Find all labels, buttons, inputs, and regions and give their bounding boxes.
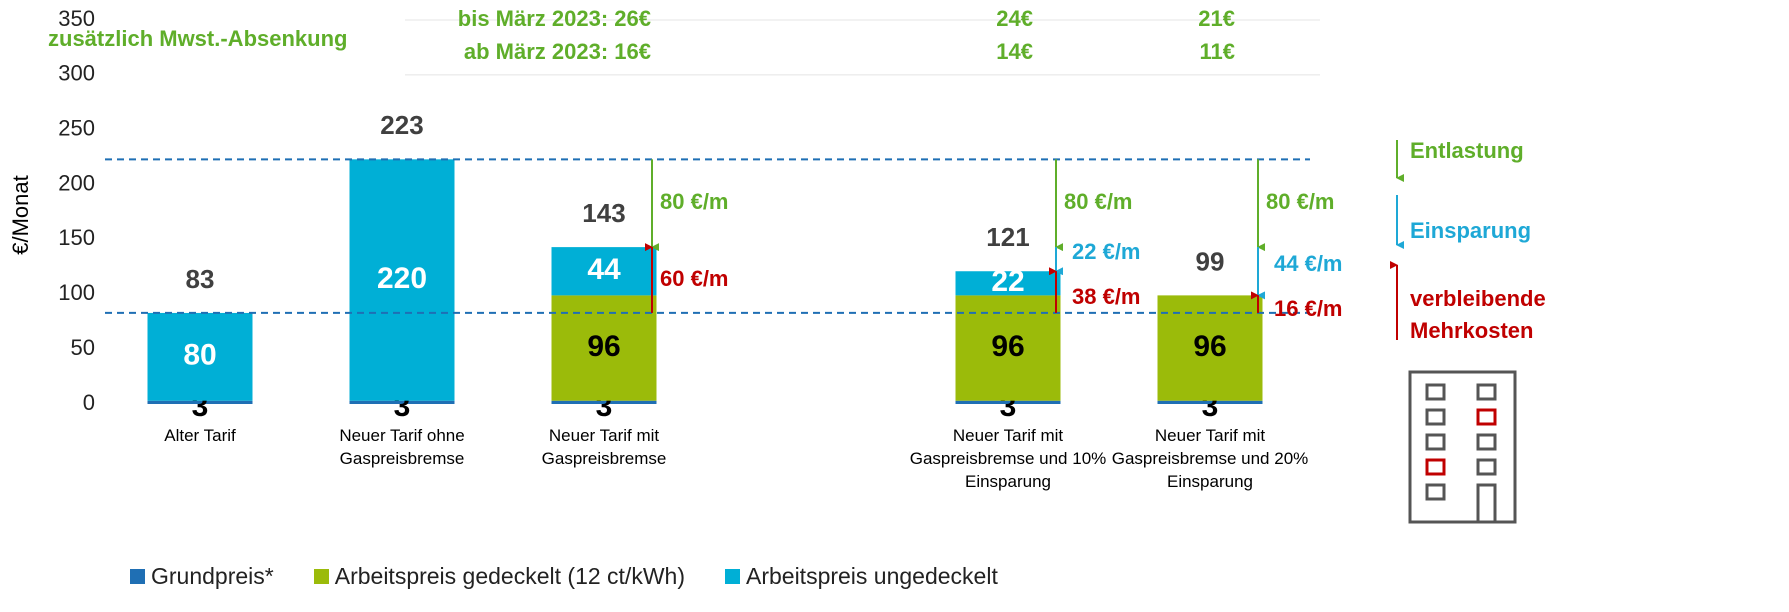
vat-note: ab März 2023: 16€: [464, 39, 651, 64]
total-label: 143: [582, 198, 625, 228]
bar-segment: [349, 159, 455, 401]
vat-note: 24€: [996, 6, 1033, 31]
bar-segment: [1157, 400, 1263, 404]
x-tick-label: Neuer Tarif mit Gaspreisbremse und 10% E…: [909, 426, 1107, 491]
bar-segment: [349, 400, 455, 404]
x-tick-label: Neuer Tarif mit Gaspreisbremse und 20% E…: [1111, 426, 1309, 491]
legend-item: Grundpreis*: [130, 563, 274, 590]
saving-label: 22 €/m: [1072, 239, 1141, 264]
saving-label: 44 €/m: [1274, 251, 1343, 276]
extra-cost-label: 38 €/m: [1072, 284, 1141, 309]
bar-segment: [955, 271, 1061, 296]
bar-segment: [147, 312, 253, 401]
data-label: 96: [587, 330, 620, 363]
vat-note: 21€: [1198, 6, 1235, 31]
legend-label: Arbeitspreis ungedeckelt: [745, 563, 998, 589]
legend-swatch: [130, 569, 145, 584]
legend: Grundpreis* Arbeitspreis gedeckelt (12 ct…: [130, 563, 1038, 590]
y-tick-label: 100: [58, 280, 95, 305]
legend-swatch: [313, 569, 329, 584]
data-label: 80: [183, 339, 216, 372]
bar-segment: [551, 247, 657, 296]
total-label: 121: [986, 222, 1029, 252]
legend-label: Arbeitspreis gedeckelt (12 ct/kWh): [334, 563, 685, 589]
legend-item: Arbeitspreis ungedeckelt: [724, 563, 998, 590]
relief-label: 80 €/m: [660, 189, 729, 214]
vat-note: 11€: [1200, 39, 1236, 64]
total-label: 99: [1196, 246, 1225, 276]
data-label: 44: [587, 253, 621, 286]
y-tick-label: 300: [58, 61, 95, 86]
arrow-legend-label: verbleibende Mehrkosten: [1410, 286, 1546, 343]
extra-cost-label: 60 €/m: [660, 266, 729, 291]
y-axis-label: €/Monat: [8, 175, 33, 255]
data-label: 220: [377, 262, 427, 295]
legend-label: Grundpreis*: [151, 563, 274, 589]
x-tick-label: Neuer Tarif ohne Gaspreisbremse: [339, 426, 465, 468]
total-label: 223: [380, 110, 423, 140]
data-label: 22: [991, 265, 1024, 298]
legend-item: Arbeitspreis gedeckelt (12 ct/kWh): [313, 563, 685, 590]
bar-segment: [955, 400, 1061, 404]
total-label: 83: [186, 264, 215, 294]
arrow-legend-label: Entlastung: [1410, 138, 1524, 163]
y-tick-label: 250: [58, 116, 95, 141]
data-label: 96: [991, 330, 1024, 363]
arrow-legend-label: Einsparung: [1410, 218, 1531, 243]
y-tick-label: 150: [58, 225, 95, 250]
bar-segment: [147, 400, 253, 404]
vat-title: zusätzlich Mwst.-Absenkung: [48, 26, 347, 51]
y-tick-label: 350: [58, 6, 95, 31]
relief-label: 80 €/m: [1266, 189, 1335, 214]
x-tick-label: Neuer Tarif mit Gaspreisbremse: [541, 426, 667, 468]
y-tick-label: 200: [58, 170, 95, 195]
vat-note: 14€: [996, 39, 1033, 64]
relief-label: 80 €/m: [1064, 189, 1133, 214]
legend-swatch: [724, 569, 740, 584]
x-tick-label: Alter Tarif: [164, 426, 236, 445]
extra-cost-label: 16 €/m: [1274, 296, 1343, 321]
y-tick-label: 0: [83, 390, 95, 415]
vat-note: bis März 2023: 26€: [458, 6, 651, 31]
y-tick-label: 50: [71, 335, 95, 360]
data-label: 96: [1193, 330, 1226, 363]
bar-segment: [551, 400, 657, 404]
building-icon: [1408, 370, 1517, 524]
